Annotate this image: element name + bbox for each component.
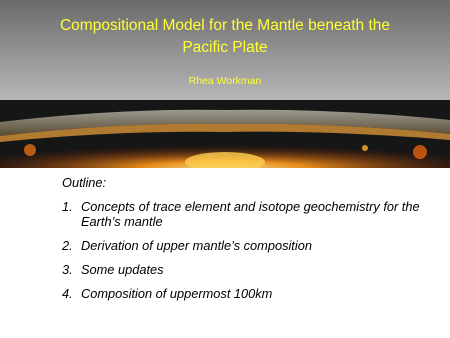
outline-item: 4. Composition of uppermost 100km	[62, 286, 437, 301]
item-text: Concepts of trace element and isotope ge…	[81, 199, 420, 229]
header-background	[0, 0, 450, 102]
item-number: 3.	[62, 262, 73, 277]
outline: Outline: 1. Concepts of trace element and…	[62, 175, 437, 310]
item-text: Derivation of upper mantle’s composition	[81, 238, 312, 253]
item-number: 1.	[62, 199, 73, 214]
outline-item: 3. Some updates	[62, 262, 437, 277]
author: Rhea Workman	[188, 75, 262, 87]
slide-title: Compositional Model for the Mantle benea…	[59, 17, 390, 56]
item-number: 4.	[62, 286, 73, 301]
outline-item: 2. Derivation of upper mantle’s compositi…	[62, 238, 437, 253]
item-text: Composition of uppermost 100km	[81, 286, 273, 301]
cross-section-illustration	[0, 100, 450, 168]
item-text: Some updates	[81, 262, 164, 277]
outline-list: 1. Concepts of trace element and isotope …	[62, 199, 437, 301]
outline-heading: Outline:	[62, 175, 107, 190]
outline-item: 1. Concepts of trace element and isotope …	[62, 199, 437, 229]
item-number: 2.	[62, 238, 73, 253]
